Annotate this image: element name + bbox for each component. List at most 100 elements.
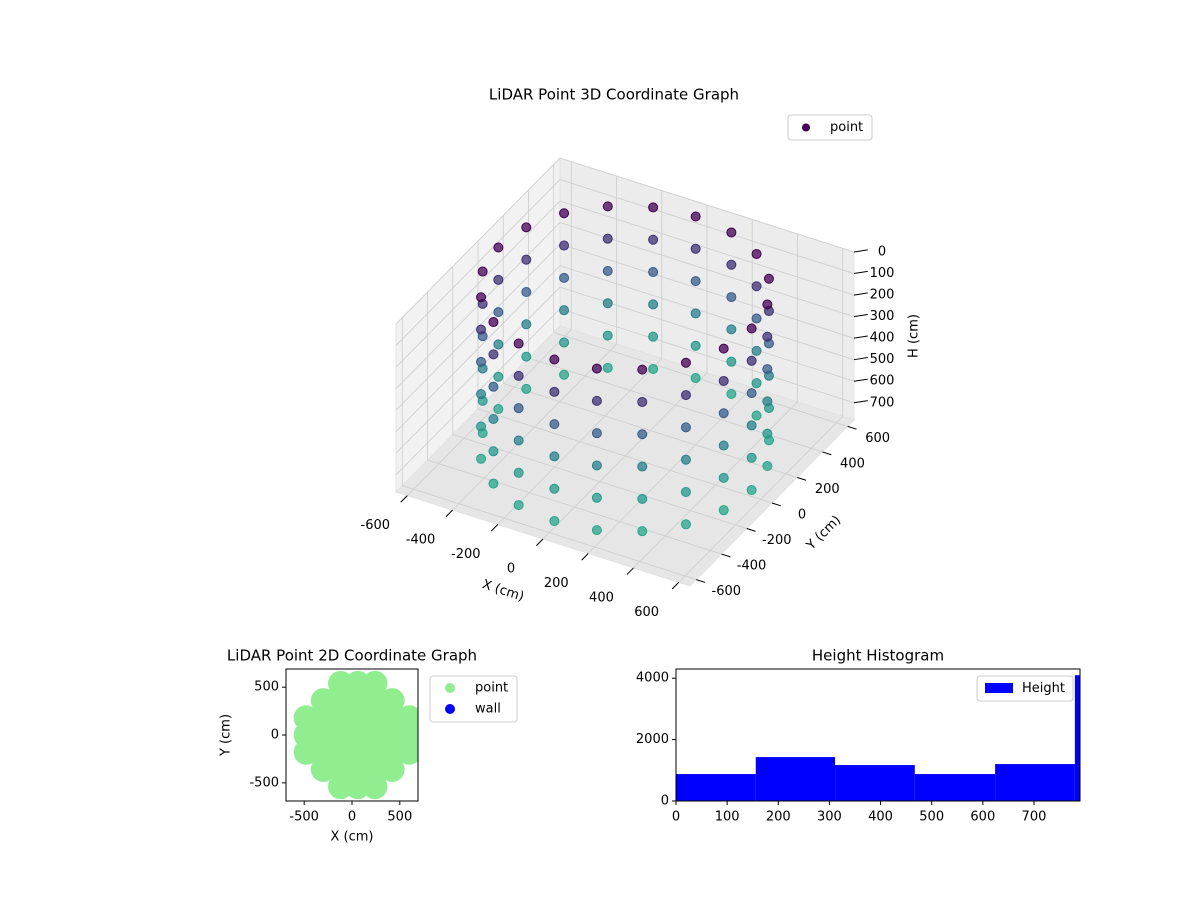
y-tick-label: -500 — [249, 775, 279, 790]
grid-line — [503, 383, 798, 478]
point — [762, 299, 773, 310]
tick-mark — [400, 495, 408, 503]
x-tick-label: 0 — [507, 562, 515, 577]
tick-mark — [490, 524, 499, 532]
point — [680, 390, 691, 401]
point — [726, 227, 737, 238]
bar — [1074, 675, 1080, 801]
point — [521, 351, 532, 362]
point — [345, 670, 371, 696]
x-tick-label: -400 — [406, 533, 436, 548]
point — [493, 274, 504, 285]
legend: Height — [976, 675, 1074, 702]
z-tick-label: 300 — [870, 309, 895, 324]
legend-frame — [787, 114, 873, 141]
point — [591, 428, 602, 439]
point — [751, 248, 762, 259]
point — [559, 337, 570, 348]
point — [690, 373, 701, 384]
z-tick-label: 0 — [878, 245, 886, 260]
point — [591, 492, 602, 503]
point — [602, 265, 613, 276]
point — [680, 454, 691, 465]
grid-line — [395, 157, 561, 325]
point — [521, 319, 532, 330]
point — [637, 526, 648, 537]
point — [648, 331, 659, 342]
point — [746, 388, 757, 399]
point — [328, 688, 354, 714]
legend-frame — [976, 675, 1074, 702]
point — [591, 395, 602, 406]
x-axis-label: X (cm) — [480, 577, 526, 605]
point — [762, 331, 773, 342]
grid-line — [559, 179, 855, 274]
point — [726, 259, 737, 270]
point — [680, 422, 691, 433]
point — [690, 211, 701, 222]
point — [591, 460, 602, 471]
y-tick-label: 500 — [254, 680, 279, 695]
point — [680, 486, 691, 497]
point — [746, 323, 757, 334]
grid-line — [559, 265, 855, 361]
legend-marker — [445, 683, 455, 693]
point — [476, 453, 487, 464]
chart-title: LiDAR Point 2D Coordinate Graph — [227, 647, 477, 665]
point — [602, 362, 613, 373]
grid-line — [559, 200, 855, 296]
point — [379, 688, 405, 714]
z-tick-label: 500 — [870, 352, 895, 367]
point — [513, 403, 524, 414]
y-tick-label: -600 — [712, 584, 742, 599]
axes-frame — [675, 668, 1081, 802]
point — [602, 298, 613, 309]
point — [293, 722, 319, 748]
point — [718, 505, 729, 516]
y-axis-label: Y (cm) — [219, 714, 234, 757]
point — [549, 451, 560, 462]
point — [763, 273, 774, 284]
point — [476, 356, 487, 367]
point — [345, 705, 371, 731]
point — [328, 670, 354, 696]
y-tick-label: -200 — [762, 533, 792, 548]
y-tick-label: 2000 — [636, 732, 669, 747]
point — [379, 739, 405, 765]
point — [746, 420, 757, 431]
point — [637, 396, 648, 407]
point — [746, 485, 757, 496]
legend: point — [787, 114, 873, 141]
point — [488, 349, 499, 360]
legend-marker — [985, 683, 1013, 693]
point — [746, 355, 757, 366]
grid-line — [427, 459, 722, 555]
tick-mark — [771, 502, 781, 507]
point — [493, 371, 504, 382]
y-tick-label: 0 — [661, 794, 669, 809]
legend: point wall — [429, 675, 518, 723]
grid-line — [553, 331, 848, 427]
point — [648, 234, 659, 245]
point — [718, 343, 729, 354]
y-tick-label: 200 — [815, 482, 840, 497]
point — [648, 299, 659, 310]
x-tick-label: 500 — [919, 810, 944, 825]
tick-mark — [581, 553, 589, 561]
point — [762, 396, 773, 407]
point — [591, 525, 602, 536]
legend-label: wall — [475, 702, 501, 717]
y-axis-label: Y (cm) — [803, 513, 844, 554]
axes-3d: -600-400-2000200400600-600-400-200020040… — [361, 114, 922, 620]
point — [476, 324, 487, 335]
legend-marker — [445, 704, 455, 714]
point — [521, 222, 532, 233]
point — [549, 354, 560, 365]
point — [362, 774, 388, 800]
grid-line — [395, 265, 561, 433]
point — [680, 357, 691, 368]
x-tick-label: 100 — [715, 810, 740, 825]
point — [513, 467, 524, 478]
tick-mark — [696, 579, 706, 583]
grid-line — [559, 157, 855, 253]
